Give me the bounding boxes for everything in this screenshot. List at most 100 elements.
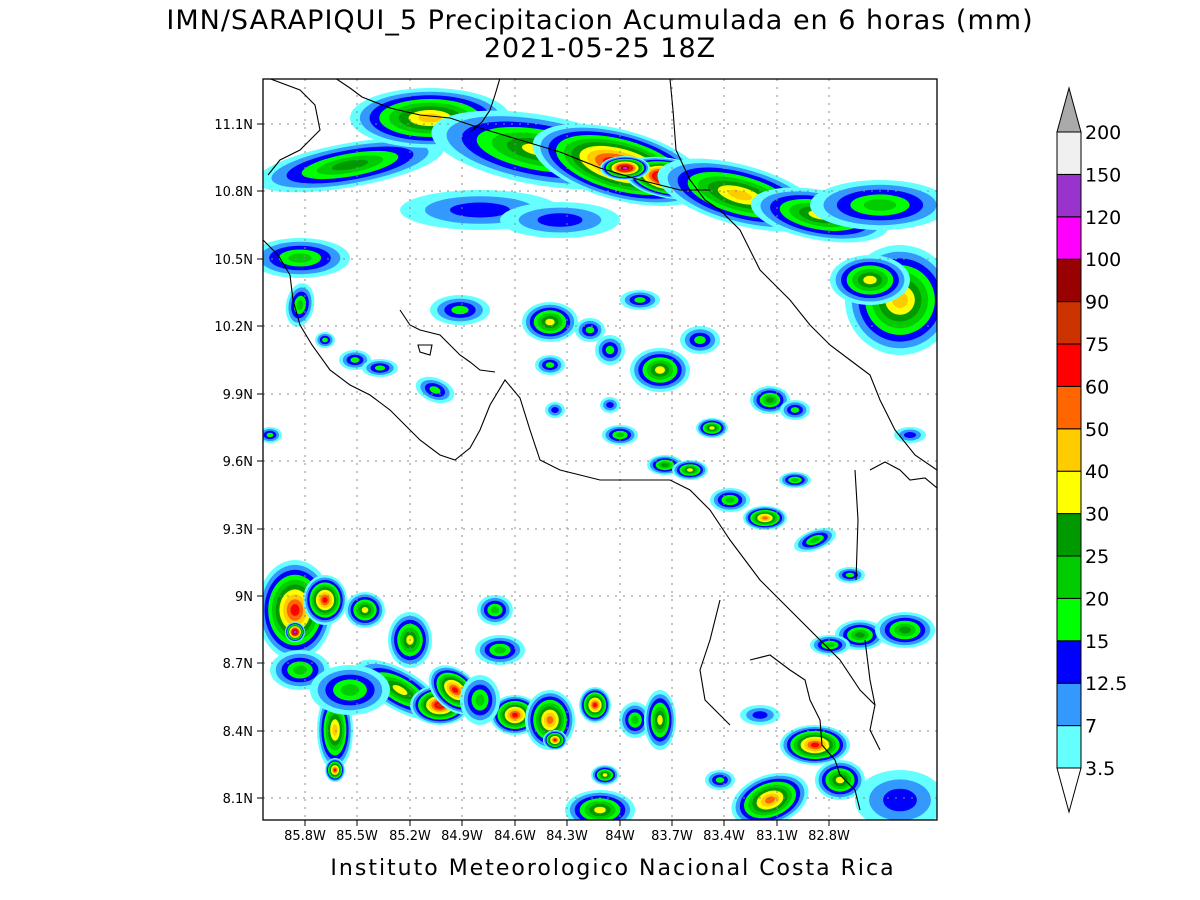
lon-tick-label: 84.9W — [441, 829, 483, 844]
colorbar-swatch — [1056, 216, 1082, 260]
colorbar-swatch — [1056, 682, 1082, 727]
rain-cell — [345, 592, 385, 628]
colorbar-swatch — [1056, 597, 1082, 642]
map-title: IMN/SARAPIQUI_5 Precipitacion Acumulada … — [166, 5, 1034, 36]
colorbar-swatch — [1056, 640, 1082, 684]
rain-cell — [475, 635, 525, 665]
rain-cell — [500, 202, 620, 238]
colorbar-swatch — [1056, 470, 1082, 515]
rain-cell — [705, 770, 735, 790]
colorbar-swatch — [1056, 725, 1082, 769]
colorbar-swatch — [1056, 301, 1082, 345]
colorbar-max-triangle — [1056, 86, 1082, 133]
colorbar-level-label: 120 — [1085, 207, 1121, 229]
colorbar-swatch — [1056, 131, 1082, 175]
rain-cell — [460, 675, 500, 725]
colorbar-min-triangle — [1056, 767, 1082, 814]
rain-cell — [325, 758, 345, 782]
plot-frame — [262, 78, 938, 821]
lon-tick-label: 85.2W — [389, 829, 431, 844]
colorbar-swatch — [1056, 513, 1082, 557]
rain-cell — [619, 702, 651, 738]
colorbar-level-label: 75 — [1085, 334, 1109, 356]
rain-cell — [415, 376, 455, 404]
colorbar-level-label: 40 — [1085, 461, 1109, 483]
lat-tick-label: 10.5N — [214, 253, 253, 268]
colorbar-level-label: 20 — [1085, 588, 1109, 610]
lat-tick-label: 8.7N — [223, 657, 253, 672]
rain-cell — [815, 760, 865, 800]
colorbar-swatch — [1056, 173, 1082, 218]
lat-tick-label: 10.8N — [214, 185, 253, 200]
rain-cell — [680, 326, 720, 354]
colorbar-level-label: 12.5 — [1085, 673, 1127, 695]
colorbar-level-label: 90 — [1085, 292, 1109, 314]
rain-cell — [750, 386, 790, 414]
rain-cell — [835, 567, 865, 583]
rain-cell — [794, 527, 836, 553]
colorbar-swatch — [1056, 555, 1082, 599]
colorbar-swatch — [1056, 385, 1082, 430]
rain-cell — [810, 635, 850, 655]
rain-cell — [263, 137, 444, 193]
rain-cell — [522, 302, 578, 342]
colorbar-level-label: 25 — [1085, 546, 1109, 568]
rain-cell — [602, 425, 638, 445]
lon-tick-label: 83.1W — [756, 829, 798, 844]
rain-cell — [543, 730, 567, 750]
rain-cell — [875, 612, 935, 648]
rain-cell — [339, 350, 371, 370]
colorbar-level-label: 60 — [1085, 376, 1109, 398]
colorbar-level-label: 30 — [1085, 504, 1109, 526]
rain-cell — [535, 355, 565, 375]
lat-tick-label: 8.1N — [223, 792, 253, 807]
rain-cell — [620, 290, 660, 310]
lat-tick-label: 9.6N — [223, 455, 253, 470]
rain-cell — [810, 180, 937, 230]
axis-ticks: 11.1N 10.8N 10.5N 10.2N 9.9N 9.6N 9.3N 9N 8.7N 8.… — [214, 118, 850, 844]
lon-tick-label: 85.8W — [284, 829, 326, 844]
lat-tick-label: 11.1N — [214, 118, 253, 133]
map-subtitle: 2021-05-25 18Z — [483, 33, 717, 64]
rain-cell — [285, 622, 305, 642]
colorbar-level-label: 100 — [1085, 249, 1121, 271]
rain-cell — [545, 402, 565, 418]
rain-cell — [731, 772, 809, 820]
colorbar-swatch — [1056, 428, 1082, 472]
graticule — [263, 79, 937, 820]
lon-tick-label: 82.8W — [808, 829, 850, 844]
rain-cell — [315, 332, 335, 348]
lon-tick-label: 84.3W — [546, 829, 588, 844]
rain-cell — [855, 770, 937, 820]
rain-cell — [575, 318, 605, 342]
rain-cell — [303, 575, 347, 625]
lat-tick-label: 8.4N — [223, 725, 253, 740]
rain-cell — [579, 687, 611, 723]
lat-tick-label: 9.3N — [223, 523, 253, 538]
institution-credit: Instituto Meteorologico Nacional Costa R… — [330, 856, 896, 881]
lon-tick-label: 83.7W — [651, 829, 693, 844]
rain-cell — [672, 460, 708, 480]
lon-tick-label: 84W — [605, 829, 635, 844]
rain-cell — [285, 283, 315, 327]
lat-tick-label: 9N — [235, 590, 253, 605]
rain-cell — [430, 295, 490, 325]
colorbar-level-label: 3.5 — [1085, 758, 1115, 780]
lon-tick-label: 84.6W — [494, 829, 536, 844]
rain-cell — [740, 705, 780, 725]
rain-cell — [362, 359, 398, 377]
coastline-borders — [263, 79, 937, 811]
rain-cell — [595, 335, 625, 365]
rain-cell — [780, 400, 810, 420]
colorbar-legend: 3.5 7 12.5 15 20 25 30 40 50 60 75 90 100 120 150 200 — [1056, 86, 1127, 814]
rain-cell — [830, 255, 910, 305]
rain-cell — [630, 348, 690, 392]
lon-tick-label: 85.5W — [336, 829, 378, 844]
rain-cell — [696, 418, 728, 438]
rain-cell — [263, 238, 350, 278]
rain-cell — [591, 765, 619, 785]
colorbar-level-label: 200 — [1085, 122, 1121, 144]
rain-cell — [565, 790, 635, 820]
precipitation-field — [263, 88, 937, 820]
